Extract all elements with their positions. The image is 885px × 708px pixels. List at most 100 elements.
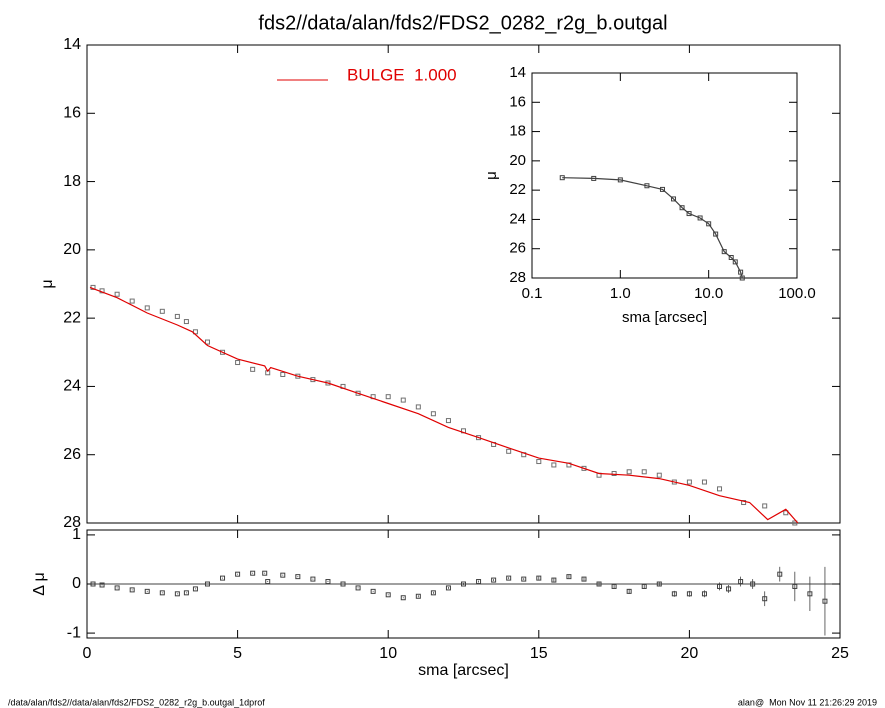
data-point: [400, 595, 406, 601]
data-point: [144, 305, 150, 311]
data-point: [611, 583, 617, 589]
y-tick-label: 18: [509, 123, 526, 140]
data-point: [174, 591, 180, 597]
x-axis-label: sma [arcsec]: [622, 309, 707, 326]
data-point: [717, 583, 723, 589]
x-axis-label: sma [arcsec]: [418, 662, 509, 679]
data-point: [591, 175, 597, 181]
data-point: [656, 472, 662, 478]
data-point: [310, 576, 316, 582]
data-point: [430, 411, 436, 417]
y-tick-label: 16: [509, 93, 526, 110]
series-line: [89, 286, 799, 524]
data-point: [262, 570, 268, 576]
data-point: [415, 593, 421, 599]
data-point: [656, 581, 662, 587]
y-tick-label: 20: [63, 241, 81, 258]
data-point: [250, 570, 256, 576]
data-point: [686, 591, 692, 597]
x-tick-label: 5: [233, 645, 242, 662]
data-point: [701, 479, 707, 485]
data-point: [726, 586, 732, 592]
data-point: [738, 269, 744, 275]
legend-label: BULGE 1.000: [347, 65, 457, 84]
data-point: [783, 510, 789, 516]
x-tick-label: 0: [83, 645, 92, 662]
data-point: [295, 574, 301, 580]
data-point: [192, 586, 198, 592]
y-tick-label: 0: [72, 575, 81, 592]
plot-frame: [531, 72, 798, 279]
data-point: [385, 592, 391, 598]
x-tick-label: 10: [379, 645, 397, 662]
data-point: [265, 579, 271, 585]
data-point: [204, 339, 210, 345]
data-point: [235, 360, 241, 366]
data-point: [739, 275, 745, 281]
data-point: [792, 583, 798, 589]
data-point: [280, 572, 286, 578]
y-axis-label: μ: [39, 279, 56, 288]
data-point: [235, 571, 241, 577]
x-tick-label: 0.1: [522, 285, 543, 302]
data-point: [325, 579, 331, 585]
data-point: [159, 308, 165, 314]
data-point: [491, 577, 497, 583]
data-point: [506, 575, 512, 581]
y-tick-label: 24: [509, 210, 526, 227]
y-tick-label: 22: [63, 309, 81, 326]
y-tick-label: 28: [63, 514, 81, 531]
data-point: [551, 577, 557, 583]
data-point: [114, 291, 120, 297]
data-point: [174, 313, 180, 319]
data-point: [641, 583, 647, 589]
data-point: [370, 588, 376, 594]
data-point: [706, 221, 712, 227]
x-tick-label: 25: [831, 645, 849, 662]
x-tick-label: 1.0: [610, 285, 631, 302]
data-point: [777, 571, 783, 577]
data-point: [721, 249, 727, 255]
data-point: [99, 582, 105, 588]
data-point: [506, 448, 512, 454]
data-point: [183, 590, 189, 596]
data-point: [762, 596, 768, 602]
data-point: [129, 298, 135, 304]
y-tick-label: 20: [509, 152, 526, 169]
data-point: [476, 579, 482, 585]
data-point: [129, 587, 135, 593]
data-point: [183, 319, 189, 325]
data-point: [461, 581, 466, 587]
data-point: [355, 585, 361, 591]
data-point: [701, 591, 707, 597]
data-point: [415, 404, 421, 410]
x-tick-label: 15: [530, 645, 548, 662]
data-point: [626, 588, 632, 594]
data-point: [385, 394, 391, 400]
y-tick-label: 22: [509, 181, 526, 198]
footer-right: alan@ Mon Nov 11 21:26:29 2019: [738, 697, 877, 707]
data-point: [617, 177, 623, 183]
data-point: [445, 418, 451, 424]
data-point: [728, 255, 734, 260]
data-point: [536, 459, 542, 465]
data-point: [159, 590, 165, 596]
data-point: [644, 183, 650, 189]
figure-title: fds2//data/alan/fds2/FDS2_0282_r2g_b.out…: [258, 12, 667, 34]
x-tick-label: 20: [681, 645, 699, 662]
data-point: [559, 175, 565, 181]
data-point: [697, 215, 703, 221]
data-point: [400, 397, 406, 403]
x-tick-label: 100.0: [778, 285, 816, 302]
x-tick-label: 10.0: [694, 285, 723, 302]
data-point: [340, 581, 346, 587]
y-tick-label: 14: [63, 36, 81, 53]
data-point: [732, 259, 738, 265]
data-point: [671, 196, 677, 202]
data-point: [792, 520, 798, 526]
y-tick-label: -1: [67, 624, 81, 641]
data-point: [750, 581, 756, 587]
data-point: [355, 390, 361, 396]
